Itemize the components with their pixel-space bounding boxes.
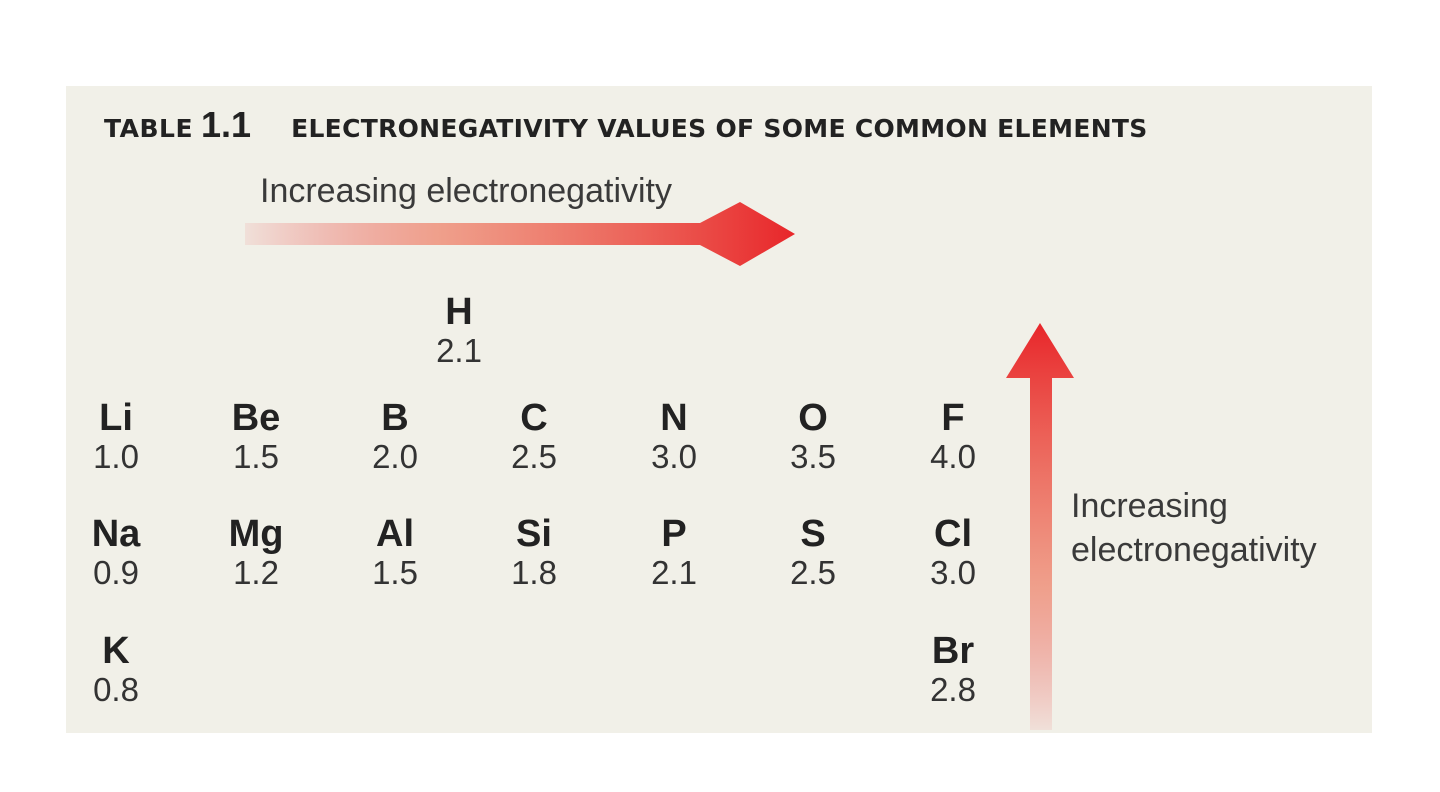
- element-cell-si: Si 1.8: [511, 513, 557, 591]
- element-cell-p: P 2.1: [651, 513, 697, 591]
- table-title: TABLE 1.1 ELECTRONEGATIVITY VALUES OF SOME…: [104, 104, 1148, 146]
- horizontal-arrow-label: Increasing electronegativity: [260, 172, 673, 210]
- element-cell-al: Al 1.5: [372, 513, 418, 591]
- element-cell-c: C 2.5: [511, 397, 557, 475]
- table-number: 1.1: [201, 104, 252, 145]
- element-cell-k: K 0.8: [93, 630, 139, 708]
- element-cell-cl: Cl 3.0: [930, 513, 976, 591]
- element-cell-s: S 2.5: [790, 513, 836, 591]
- element-cell-b: B 2.0: [372, 397, 418, 475]
- element-cell-na: Na 0.9: [91, 513, 141, 591]
- up-arrow-icon: [1006, 323, 1074, 730]
- element-cell-br: Br 2.8: [930, 630, 976, 708]
- table-panel: [66, 86, 1372, 733]
- element-cell-h: H 2.1: [436, 291, 482, 369]
- right-arrow-icon: [245, 202, 795, 266]
- element-cell-o: O 3.5: [790, 397, 836, 475]
- table-heading: ELECTRONEGATIVITY VALUES OF SOME COMMON …: [291, 114, 1148, 143]
- element-cell-be: Be 1.5: [231, 397, 281, 475]
- table-label: TABLE: [104, 114, 194, 143]
- vertical-arrow-label: Increasing electronegativity: [1071, 487, 1317, 569]
- element-cell-mg: Mg 1.2: [228, 513, 284, 591]
- element-cell-n: N 3.0: [651, 397, 697, 475]
- element-cell-f: F 4.0: [930, 397, 976, 475]
- element-cell-li: Li 1.0: [93, 397, 139, 475]
